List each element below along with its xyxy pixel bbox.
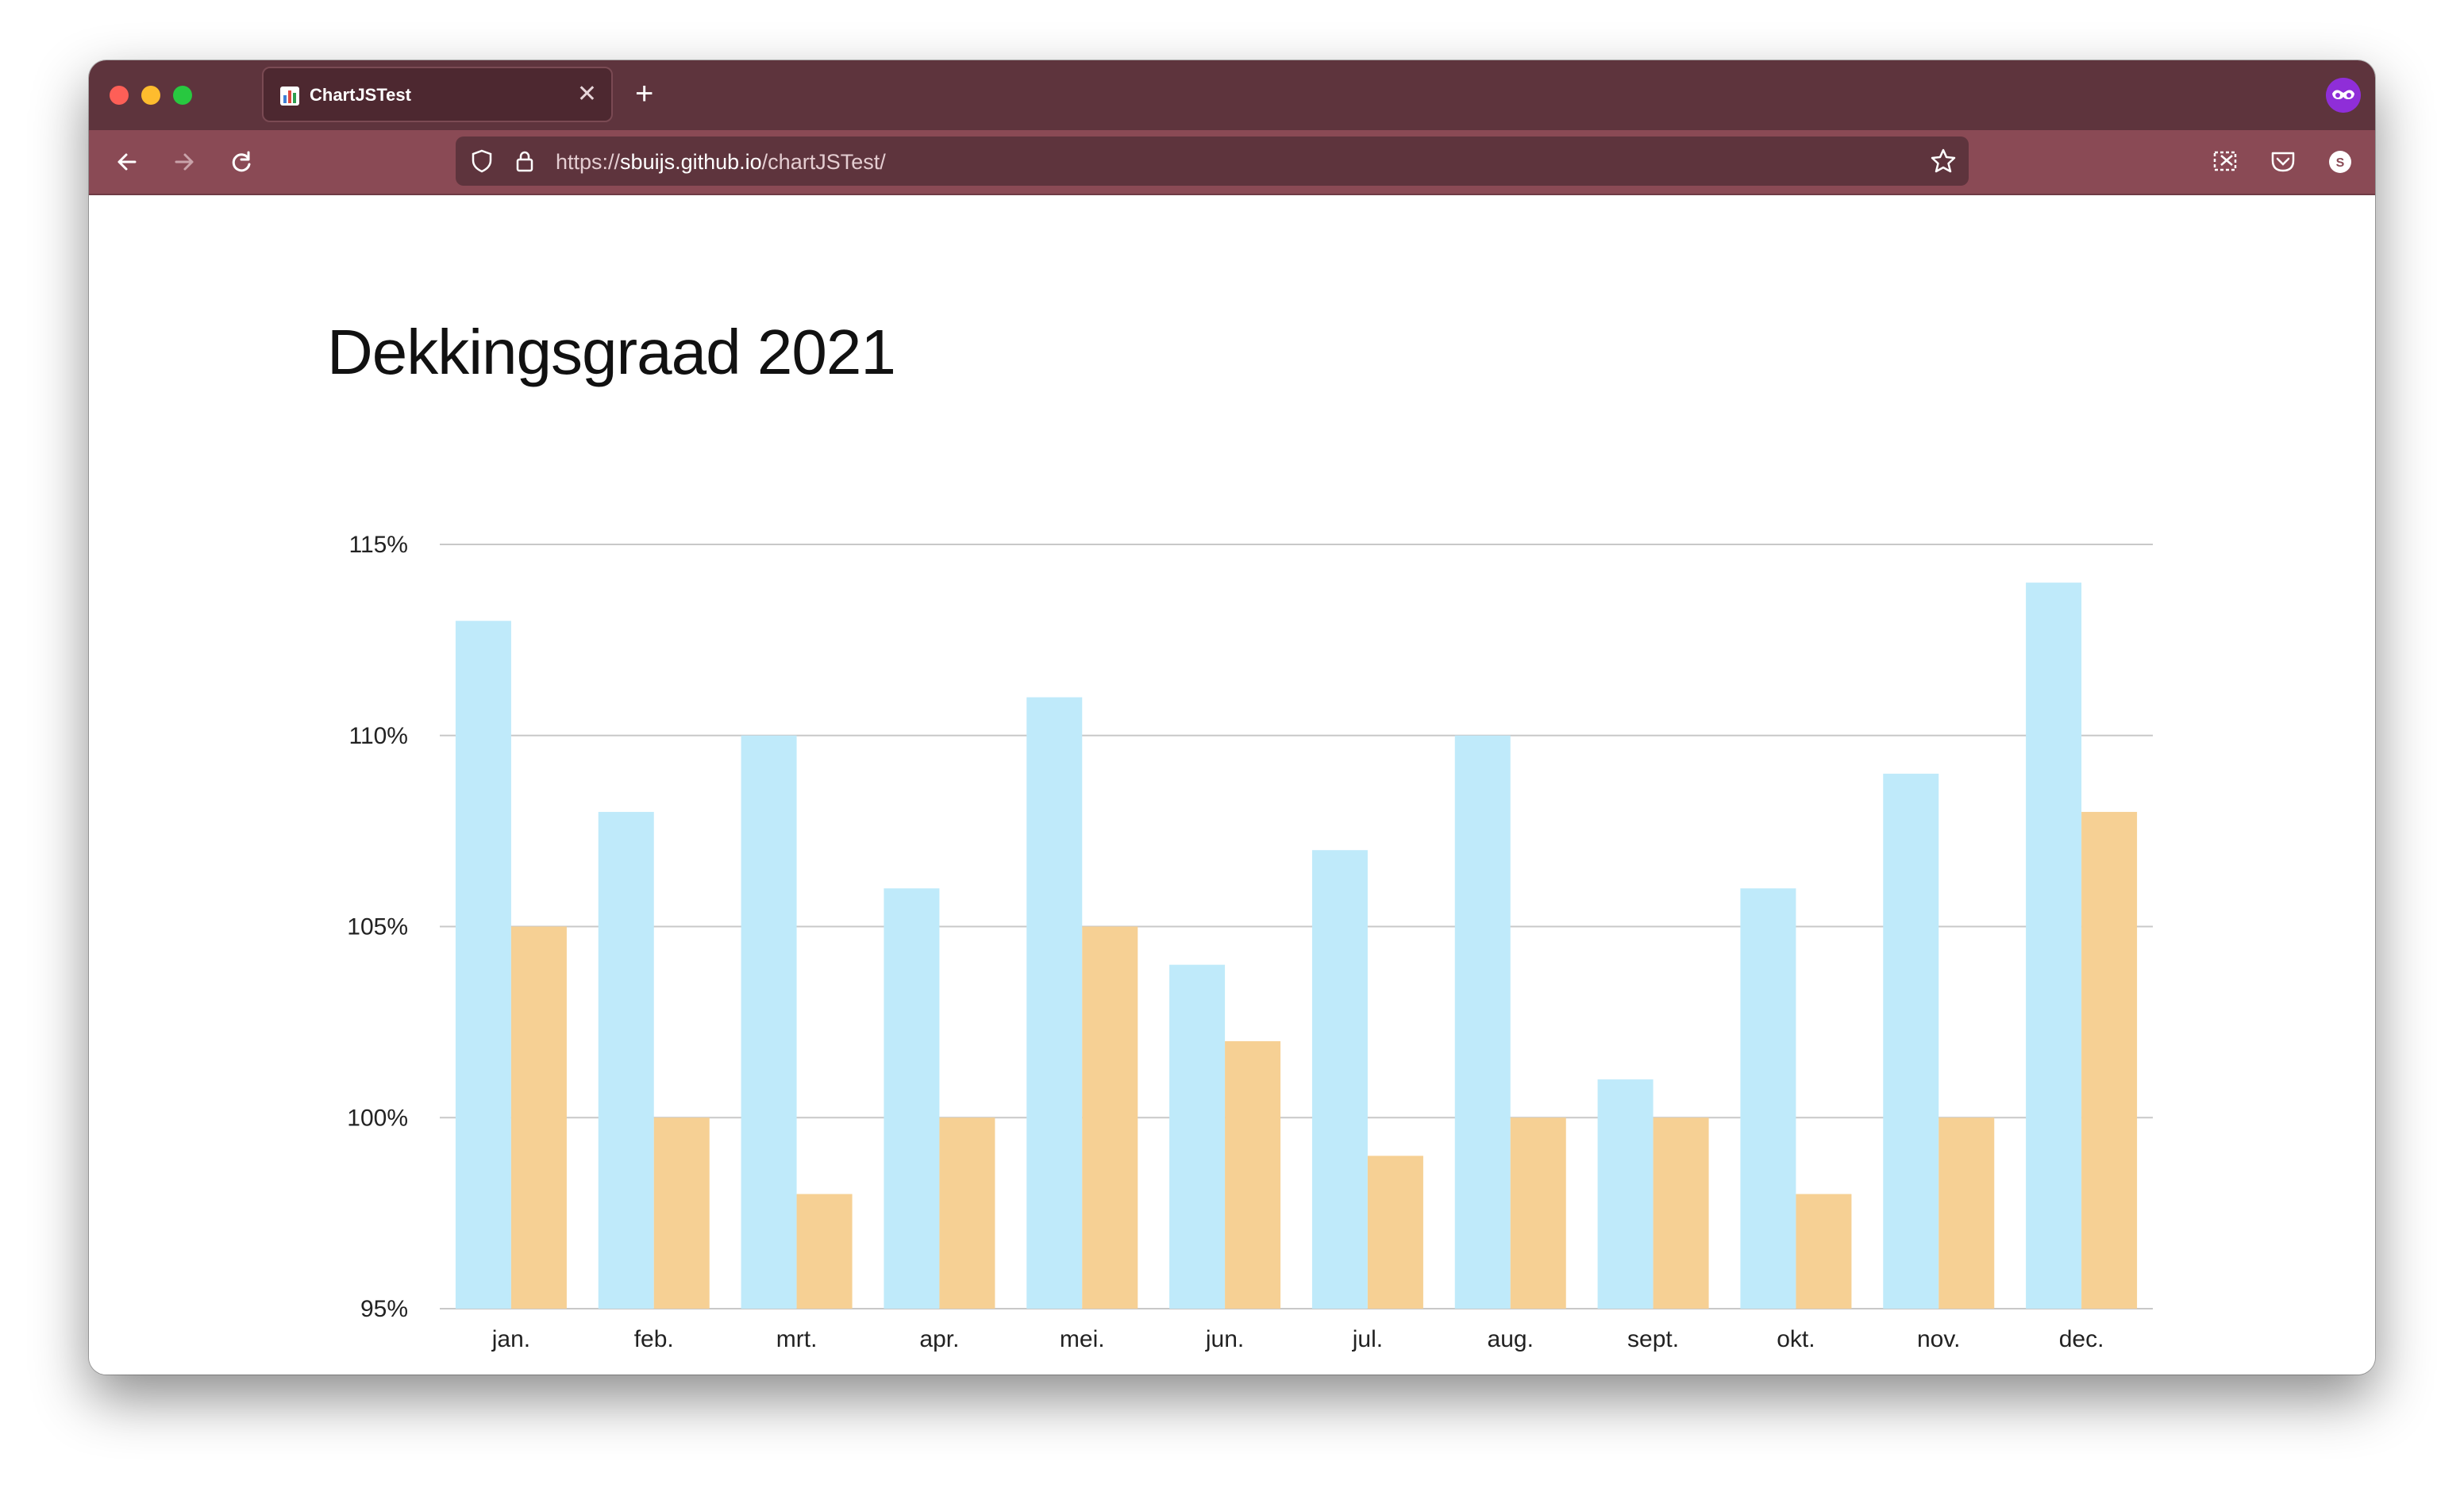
bar-beleidsdekkingsgraad (1367, 1156, 1423, 1309)
x-tick-label: apr. (919, 1326, 959, 1352)
url-path: /chartJSTest/ (761, 150, 886, 174)
bar-beleidsdekkingsgraad (653, 1117, 710, 1309)
bar-beleidsdekkingsgraad (796, 1194, 853, 1309)
close-tab-icon[interactable]: ✕ (576, 81, 597, 107)
browser-window: ChartJSTest ✕ + (89, 60, 2375, 1375)
x-tick-label: jan. (491, 1326, 530, 1352)
bar-beleidsdekkingsgraad (1796, 1194, 1852, 1309)
y-tick-label: 95% (360, 1296, 408, 1322)
bar-beleidsdekkingsgraad (1225, 1040, 1281, 1309)
bar-beleidsdekkingsgraad (939, 1117, 995, 1309)
tab-title: ChartJSTest (310, 85, 411, 105)
bar-dekkingsgraad (884, 888, 940, 1309)
bar-beleidsdekkingsgraad (1082, 926, 1138, 1309)
close-window-button[interactable] (110, 86, 129, 105)
svg-text:S: S (2336, 156, 2345, 170)
url-text[interactable]: https://sbuijs.github.io/chartJSTest/ (556, 150, 886, 175)
bar-beleidsdekkingsgraad (1653, 1117, 1709, 1309)
x-tick-label: okt. (1777, 1326, 1815, 1352)
y-tick-label: 110% (348, 723, 408, 749)
y-tick-label: 105% (347, 914, 408, 940)
x-tick-label: sept. (1627, 1326, 1679, 1352)
page-content: Dekkingsgraad 2021 95% 100% 105% 110% 115% ja… (89, 195, 2375, 1375)
bar-dekkingsgraad (1597, 1079, 1654, 1309)
x-tick-label: nov. (1917, 1326, 1960, 1352)
x-tick-label: feb. (634, 1326, 674, 1352)
y-tick-label: 115% (348, 532, 408, 558)
bar-dekkingsgraad (2026, 583, 2082, 1309)
page-title: Dekkingsgraad 2021 (327, 317, 896, 387)
bar-dekkingsgraad (1311, 850, 1368, 1309)
bar-dekkingsgraad (1883, 773, 1939, 1309)
bar-chart: 95% 100% 105% 110% 115% jan. feb. mrt. apr. mei. j… (347, 532, 2153, 1352)
bar-dekkingsgraad (741, 735, 797, 1309)
tab-chartjstest[interactable]: ChartJSTest ✕ (262, 67, 613, 122)
bar-dekkingsgraad (455, 621, 511, 1309)
forward-arrow-icon[interactable] (164, 141, 205, 183)
star-bookmark-icon[interactable] (1929, 147, 1958, 175)
back-arrow-icon[interactable] (106, 141, 148, 183)
url-domain: sbuijs.github.io (620, 150, 762, 174)
x-tick-label: aug. (1488, 1326, 1534, 1352)
bar-dekkingsgraad (1169, 964, 1226, 1309)
x-tick-label: dec. (2059, 1326, 2104, 1352)
bar-beleidsdekkingsgraad (1510, 1117, 1566, 1309)
url-prefix: https:// (556, 150, 621, 174)
bar-beleidsdekkingsgraad (510, 926, 567, 1309)
bar-dekkingsgraad (1454, 735, 1511, 1309)
screenshot-icon[interactable] (2205, 141, 2246, 183)
bar-dekkingsgraad (1740, 888, 1796, 1309)
account-avatar-icon[interactable]: S (2320, 141, 2361, 183)
x-tick-label: mrt. (776, 1326, 818, 1352)
bar-chart-icon (280, 87, 299, 106)
bar-beleidsdekkingsgraad (2081, 812, 2138, 1309)
maximize-window-button[interactable] (173, 86, 192, 105)
new-tab-button[interactable]: + (635, 76, 654, 111)
minimize-window-button[interactable] (141, 86, 160, 105)
pocket-icon[interactable] (2262, 141, 2304, 183)
reload-icon[interactable] (221, 141, 262, 183)
bar-dekkingsgraad (1026, 697, 1083, 1309)
tab-bar: ChartJSTest ✕ + (89, 60, 2375, 130)
private-browsing-icon[interactable] (2326, 78, 2361, 113)
x-tick-label: jun. (1205, 1326, 1244, 1352)
url-bar[interactable]: https://sbuijs.github.io/chartJSTest/ (456, 137, 1969, 186)
shield-icon[interactable] (468, 148, 495, 175)
bar-dekkingsgraad (598, 812, 654, 1309)
navigation-toolbar: https://sbuijs.github.io/chartJSTest/ S (89, 130, 2375, 195)
x-tick-label: jul. (1352, 1326, 1383, 1352)
y-tick-label: 100% (347, 1105, 408, 1131)
bar-beleidsdekkingsgraad (1938, 1117, 1995, 1309)
lock-icon[interactable] (511, 148, 538, 175)
x-tick-label: mei. (1060, 1326, 1105, 1352)
